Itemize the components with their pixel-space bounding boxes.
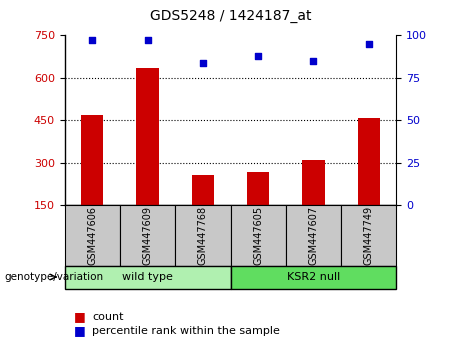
Point bbox=[199, 60, 207, 65]
Text: KSR2 null: KSR2 null bbox=[287, 272, 340, 282]
Point bbox=[365, 41, 372, 47]
Bar bbox=[286, 205, 341, 266]
Bar bbox=[120, 205, 175, 266]
Bar bbox=[65, 266, 230, 289]
Bar bbox=[230, 266, 396, 289]
Bar bbox=[175, 205, 230, 266]
Text: genotype/variation: genotype/variation bbox=[5, 272, 104, 282]
Text: ■: ■ bbox=[74, 310, 85, 323]
Text: percentile rank within the sample: percentile rank within the sample bbox=[92, 326, 280, 336]
Bar bbox=[247, 172, 269, 205]
Bar bbox=[302, 160, 325, 205]
Point bbox=[144, 38, 151, 43]
Text: GSM447768: GSM447768 bbox=[198, 206, 208, 265]
Bar bbox=[192, 175, 214, 205]
Bar bbox=[341, 205, 396, 266]
Text: wild type: wild type bbox=[122, 272, 173, 282]
Bar bbox=[230, 205, 286, 266]
Text: GSM447749: GSM447749 bbox=[364, 206, 374, 265]
Bar bbox=[65, 205, 120, 266]
Text: ■: ■ bbox=[74, 325, 85, 337]
Text: GSM447606: GSM447606 bbox=[87, 206, 97, 265]
Text: count: count bbox=[92, 312, 124, 322]
Point bbox=[89, 38, 96, 43]
Text: GSM447607: GSM447607 bbox=[308, 206, 319, 265]
Bar bbox=[358, 118, 380, 205]
Bar bbox=[136, 68, 159, 205]
Bar bbox=[81, 115, 103, 205]
Point bbox=[310, 58, 317, 64]
Text: GSM447609: GSM447609 bbox=[142, 206, 153, 265]
Point bbox=[254, 53, 262, 59]
Text: GDS5248 / 1424187_at: GDS5248 / 1424187_at bbox=[150, 9, 311, 23]
Text: GSM447605: GSM447605 bbox=[253, 206, 263, 265]
